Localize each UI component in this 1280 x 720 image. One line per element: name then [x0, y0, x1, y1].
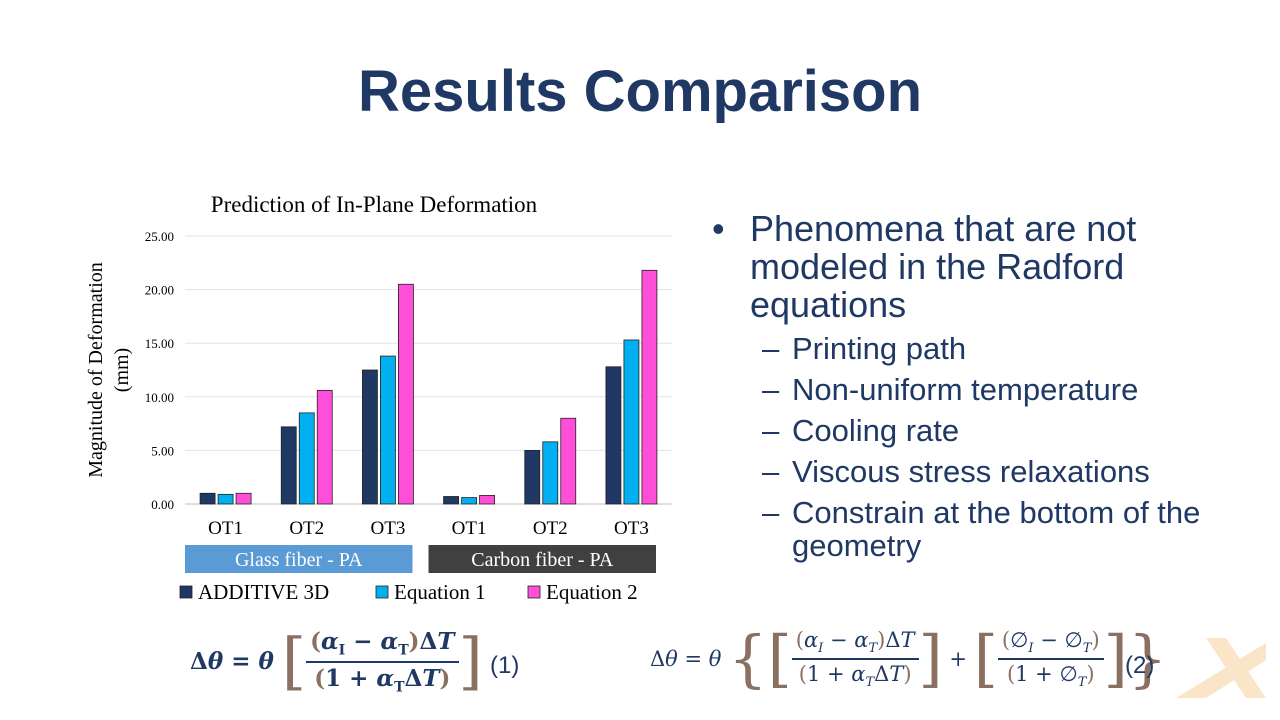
- bullet-list: • Phenomena that are not modeled in the …: [712, 210, 1252, 563]
- bar: [524, 449, 541, 505]
- y-tick-label: 10.00: [145, 390, 174, 405]
- legend-swatch: [527, 585, 541, 599]
- bar: [641, 269, 658, 505]
- deformation-bar-chart: Prediction of In-Plane Deformation Magnit…: [85, 192, 672, 604]
- bullet-dot-icon: •: [712, 208, 725, 249]
- sub-bullet-text: Constrain at the bottom of the geometry: [792, 495, 1201, 563]
- legend-label: Equation 1: [394, 580, 486, 604]
- group-label: Carbon fiber - PA: [471, 549, 614, 571]
- sub-bullet: – Viscous stress relaxations: [712, 455, 1252, 488]
- dash-icon: –: [762, 454, 780, 489]
- bar: [605, 366, 622, 505]
- y-tick-label: 25.00: [145, 229, 174, 244]
- bar: [298, 412, 315, 505]
- bar: [380, 355, 396, 505]
- sub-bullet-text: Printing path: [792, 331, 967, 366]
- y-tick-label: 15.00: [145, 336, 174, 351]
- legend-label: Equation 2: [546, 580, 638, 604]
- y-tick-label: 5.00: [151, 443, 174, 458]
- x-tick-label: OT3: [371, 518, 406, 539]
- sub-bullet: – Constrain at the bottom of the geometry: [712, 496, 1252, 562]
- bar: [443, 496, 459, 505]
- sub-bullet-text: Cooling rate: [792, 413, 960, 448]
- brand-logo-icon: [1176, 638, 1266, 698]
- legend-swatch: [375, 585, 389, 599]
- y-axis-label: (mm): [111, 348, 133, 392]
- y-tick-label: 20.00: [145, 283, 174, 298]
- bar: [235, 492, 252, 505]
- equation-1-number: (1): [490, 652, 520, 679]
- bar: [560, 417, 577, 505]
- sub-bullet-text: Non-uniform temperature: [792, 372, 1139, 407]
- x-tick-label: OT3: [614, 518, 649, 539]
- sub-bullet: – Non-uniform temperature: [712, 373, 1252, 406]
- slide-title: Results Comparison: [358, 59, 922, 124]
- y-axis-label: Magnitude of Deformation: [85, 262, 107, 478]
- bar: [461, 497, 477, 505]
- legend-swatch: [179, 585, 193, 599]
- group-label: Glass fiber - PA: [235, 549, 363, 571]
- bar: [362, 369, 378, 505]
- bar: [199, 492, 216, 505]
- group-band: [428, 545, 656, 573]
- bar: [479, 495, 495, 505]
- dash-icon: –: [762, 495, 780, 530]
- bar: [280, 426, 297, 505]
- x-tick-label: OT2: [289, 518, 324, 539]
- dash-icon: –: [762, 372, 780, 407]
- x-tick-label: OT1: [208, 518, 243, 539]
- equation-2: Δθ = θ {[(αI − αT)ΔT (1 + αTΔT)] + [(∅I −…: [650, 622, 1168, 696]
- dash-icon: –: [762, 413, 780, 448]
- x-tick-label: OT1: [452, 518, 487, 539]
- x-tick-label: OT2: [533, 518, 568, 539]
- group-band: [185, 545, 413, 573]
- bar: [316, 389, 333, 505]
- sub-bullet: – Cooling rate: [712, 414, 1252, 447]
- dash-icon: –: [762, 331, 780, 366]
- equation-2-number: (2): [1125, 652, 1155, 679]
- bullet-main-text: Phenomena that are not modeled in the Ra…: [750, 208, 1137, 325]
- sub-bullet-text: Viscous stress relaxations: [792, 454, 1150, 489]
- y-tick-label: 0.00: [151, 497, 174, 512]
- equation-1: Δθ = θ [(αI − αT)ΔT (1 + αTΔT)]: [190, 624, 483, 698]
- sub-bullet: – Printing path: [712, 332, 1252, 365]
- chart-title: Prediction of In-Plane Deformation: [211, 192, 538, 217]
- legend-label: ADDITIVE 3D: [198, 580, 329, 604]
- bar: [398, 283, 414, 505]
- bar: [623, 339, 640, 505]
- bar: [542, 441, 559, 505]
- bar: [217, 493, 234, 505]
- bullet-main: • Phenomena that are not modeled in the …: [712, 210, 1252, 324]
